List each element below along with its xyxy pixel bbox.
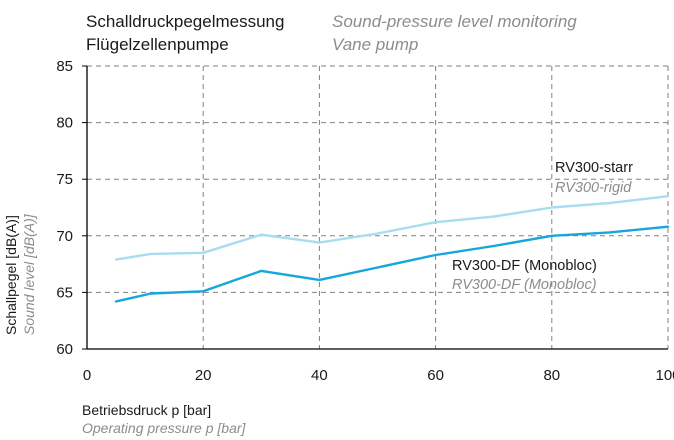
y-tick-label: 70 — [56, 228, 73, 245]
chart-title-en-line1: Sound-pressure level monitoring — [332, 12, 577, 31]
x-tick-label: 60 — [427, 367, 444, 384]
x-tick-label: 0 — [83, 367, 91, 384]
y-tick-label: 85 — [56, 58, 73, 75]
series-label-df-de: RV300-DF (Monobloc) — [452, 258, 597, 274]
chart-title-en-line2: Vane pump — [332, 35, 419, 54]
x-tick-label: 40 — [311, 367, 328, 384]
chart-title-de-line1: Schalldruckpegelmessung — [86, 12, 285, 31]
chart-series — [114, 194, 670, 303]
series-label-df-en: RV300-DF (Monobloc) — [452, 277, 597, 293]
y-tick-label: 75 — [56, 171, 73, 188]
x-tick-label: 100 — [655, 367, 674, 384]
x-tick-label: 20 — [195, 367, 212, 384]
x-axis-label-de: Betriebsdruck p [bar] — [82, 402, 212, 418]
y-tick-label: 65 — [56, 284, 73, 301]
chart-title-de-line2: Flügelzellenpumpe — [86, 35, 229, 54]
y-tick-label: 60 — [56, 341, 73, 358]
x-axis-label-en: Operating pressure p [bar] — [82, 420, 246, 436]
x-tick-label: 80 — [543, 367, 560, 384]
y-tick-label: 80 — [56, 115, 73, 132]
series-line-rv300-df — [114, 225, 670, 303]
chart-grid — [87, 65, 669, 349]
series-label-rigid-de: RV300-starr — [555, 160, 633, 176]
series-label-rigid-en: RV300-rigid — [555, 180, 632, 196]
series-line-rv300-starr — [114, 194, 670, 261]
chart-axis — [82, 65, 668, 350]
chart-ticks: 60 65 70 75 80 85 0 20 40 60 80 100 — [56, 58, 674, 384]
